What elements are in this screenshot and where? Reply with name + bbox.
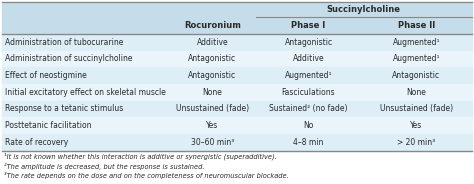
Text: Sustained² (no fade): Sustained² (no fade)	[269, 105, 348, 114]
Text: Unsustained (fade): Unsustained (fade)	[176, 105, 249, 114]
Text: Response to a tetanic stimulus: Response to a tetanic stimulus	[5, 105, 123, 114]
Text: Augmented¹: Augmented¹	[393, 38, 440, 47]
Bar	[2, 101, 472, 117]
Text: Antagonistic: Antagonistic	[392, 71, 440, 80]
Text: Initial excitatory effect on skeletal muscle: Initial excitatory effect on skeletal mu…	[5, 88, 166, 97]
Text: None: None	[202, 88, 222, 97]
Bar	[2, 34, 472, 51]
Text: ³The rate depends on the dose and on the completeness of neuromuscular blockade.: ³The rate depends on the dose and on the…	[4, 172, 289, 179]
Bar	[2, 67, 472, 84]
Text: Yes: Yes	[206, 121, 219, 130]
Text: Administration of succinylcholine: Administration of succinylcholine	[5, 54, 133, 63]
Text: ¹It is not known whether this interaction is additive or synergistic (superaddit: ¹It is not known whether this interactio…	[4, 153, 276, 160]
Text: Antagonistic: Antagonistic	[188, 71, 237, 80]
Bar	[2, 84, 472, 101]
Text: ²The amplitude is decreased, but the response is sustained.: ²The amplitude is decreased, but the res…	[4, 163, 204, 170]
Text: Effect of neostigmine: Effect of neostigmine	[5, 71, 87, 80]
Text: Additive: Additive	[197, 38, 228, 47]
Text: Succinylcholine: Succinylcholine	[327, 5, 401, 14]
Text: Phase II: Phase II	[398, 21, 435, 30]
Bar	[2, 51, 472, 67]
Text: Antagonistic: Antagonistic	[188, 54, 237, 63]
Text: Augmented¹: Augmented¹	[393, 54, 440, 63]
Text: 30–60 min³: 30–60 min³	[191, 138, 234, 147]
Text: Additive: Additive	[293, 54, 324, 63]
Bar	[2, 134, 472, 151]
Text: Antagonistic: Antagonistic	[284, 38, 333, 47]
Bar	[2, 117, 472, 134]
Text: Fasciculations: Fasciculations	[282, 88, 336, 97]
Text: Yes: Yes	[410, 121, 423, 130]
Text: Rate of recovery: Rate of recovery	[5, 138, 68, 147]
Bar	[2, 17, 472, 34]
Bar	[2, 2, 472, 17]
Text: Rocuronium: Rocuronium	[184, 21, 241, 30]
Text: No: No	[303, 121, 314, 130]
Text: Augmented¹: Augmented¹	[285, 71, 332, 80]
Text: Administration of tubocurarine: Administration of tubocurarine	[5, 38, 124, 47]
Text: Posttetanic facilitation: Posttetanic facilitation	[5, 121, 91, 130]
Text: > 20 min³: > 20 min³	[397, 138, 436, 147]
Text: Phase I: Phase I	[292, 21, 326, 30]
Text: None: None	[407, 88, 427, 97]
Text: 4–8 min: 4–8 min	[293, 138, 324, 147]
Text: Unsustained (fade): Unsustained (fade)	[380, 105, 453, 114]
